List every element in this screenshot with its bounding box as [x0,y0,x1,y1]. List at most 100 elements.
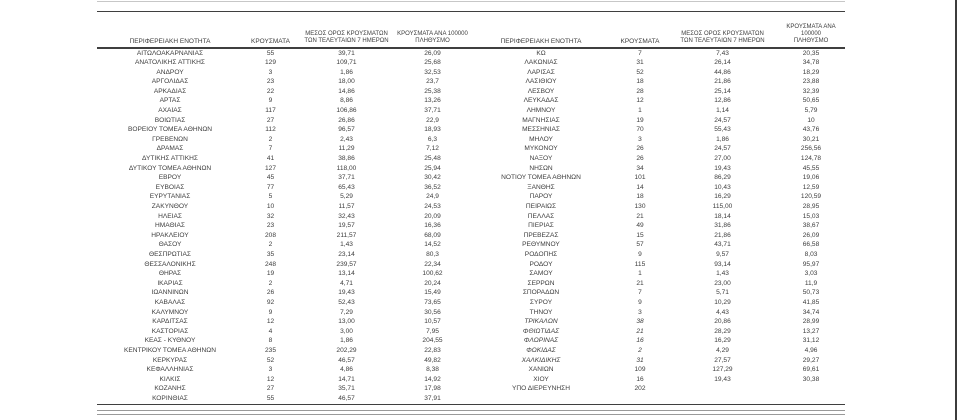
right-cases-cell: 16 [636,337,644,345]
table-row: ΘΗΡΑΣ 19 13,14 100,62 ΣΑΜΟΥ 1 1,43 3,03 [97,270,845,280]
left-avg7-cell: 202,29 [336,346,357,354]
left-cases-cell: 23 [266,78,275,86]
left-region-cell: ΔΡΑΜΑΣ [156,145,184,153]
left-avg7-cell: 46,57 [338,356,355,364]
left-avg7-cell: 11,29 [338,145,355,153]
table-row: ΓΡΕΒΕΝΩΝ 2 2,43 6,3 ΜΗΛΟΥ 3 1,86 30,21 [97,135,845,145]
right-cases-cell: 18 [636,78,644,86]
right-cases-cell: 7 [638,289,642,297]
left-per100k-cell: 16,36 [424,222,441,230]
right-cases-cell: 115 [634,260,646,268]
right-per100k-cell: 11,9 [804,279,818,287]
left-per100k-cell: 49,82 [424,356,441,364]
right-avg7-cell: 4,29 [716,346,729,354]
left-cases-cell: 2 [268,135,273,143]
left-avg7-cell: 52,43 [338,298,355,306]
right-region-cell: ΤΡΙΚΑΛΩΝ [524,318,558,326]
left-per100k-cell: 24,9 [426,193,439,201]
right-cases-cell: 19 [636,116,644,124]
header-avg7-right-line1: ΜΕΣΟΣ ΟΡΟΣ ΚΡΟΥΣΜΑΤΩΝ [681,31,764,38]
right-per100k-cell: 69,61 [802,366,820,374]
right-per100k-cell: 43,76 [802,126,820,134]
table-row: ΕΒΡΟΥ 45 37,71 30,42 ΝΟΤΙΟΥ ΤΟΜΕΑ ΑΘΗΝΩΝ 101 8… [97,174,845,184]
left-avg7-cell: 2,43 [340,135,353,143]
table-row: ΑΙΤΩΛΟΑΚΑΡΝΑΝΙΑΣ 55 39,71 26,09 ΚΩ 7 7,43 20,35 [97,48,845,59]
left-per100k-cell: 6,3 [427,135,438,143]
table-row: ΚΙΛΚΙΣ 12 14,71 14,92 ΧΙΟΥ 16 19,43 30,38 [97,375,845,385]
table-row: ΚΑΒΑΛΑΣ 92 52,43 73,65 ΣΥΡΟΥ 9 10,29 41,85 [97,298,845,308]
left-region-cell: ΘΕΣΣΑΛΟΝΙΚΗΣ [144,260,196,268]
regional-cases-table: ΠΕΡΙΦΕΡΕΙΑΚΗ ΕΝΟΤΗΤΑ ΚΡΟΥΣΜΑΤΑ ΜΕΣΟΣ ΟΡΟ… [97,11,845,405]
left-region-cell: ΙΩΑΝΝΙΝΩΝ [151,289,189,297]
right-per100k-cell: 20,35 [802,49,820,57]
right-per100k-cell: 50,73 [802,289,820,297]
left-cases-cell: 127 [264,164,276,172]
left-avg7-cell: 1,86 [340,337,353,345]
right-region-cell: ΝΟΤΙΟΥ ΤΟΜΕΑ ΑΘΗΝΩΝ [501,174,581,182]
left-region-cell: ΗΡΑΚΛΕΙΟΥ [151,231,189,239]
bottom-rule-1 [97,410,845,411]
left-cases-cell: 112 [265,126,276,134]
right-per100k-cell: 5,79 [804,107,818,115]
left-avg7-cell: 18,00 [338,78,355,86]
table-row: ΚΕΦΑΛΛΗΝΙΑΣ 3 4,86 8,38 ΧΑΝΙΩΝ 109 127,29 69,61 [97,366,845,376]
right-region-cell: ΡΟΔΟΠΗΣ [524,250,558,258]
left-per100k-cell: 20,24 [424,279,441,287]
left-cases-cell: 3 [268,68,273,76]
left-region-cell: ΚΑΡΔΙΤΣΑΣ [152,318,188,326]
left-cases-cell: 52 [266,356,275,364]
left-region-cell: ΗΛΕΙΑΣ [158,212,182,220]
right-avg7-cell: 24,57 [714,116,731,124]
right-per100k-cell: 12,59 [802,183,820,191]
right-cases-cell: 70 [636,126,644,134]
left-region-cell: ΚΟΡΙΝΘΙΑΣ [152,394,188,402]
right-region-cell: ΦΩΚΙΔΑΣ [526,346,556,354]
left-per100k-cell: 18,93 [424,126,441,134]
right-avg7-cell: 86,29 [714,174,731,182]
left-cases-cell: 55 [266,49,275,57]
right-per100k-cell: 124,78 [800,155,822,163]
right-avg7-cell: 115,00 [712,203,733,210]
left-cases-cell: 45 [266,174,275,182]
right-cases-cell: 57 [636,241,644,249]
right-cases-cell: 31 [636,356,644,364]
right-avg7-cell: 55,43 [714,126,731,134]
table-row: ΘΕΣΣΑΛΟΝΙΚΗΣ 248 239,57 22,34 ΡΟΔΟΥ 115 93,14 9… [97,260,845,270]
left-avg7-cell: 14,86 [338,87,355,95]
left-avg7-cell: 19,43 [338,289,355,297]
right-per100k-cell: 120,59 [800,193,822,201]
left-avg7-cell: 8,86 [340,97,353,105]
left-cases-cell: 9 [268,308,273,316]
left-avg7-cell: 11,57 [338,203,355,210]
left-avg7-cell: 239,57 [336,260,357,268]
right-per100k-cell [777,385,845,395]
right-region-cell: ΡΕΘΥΜΝΟΥ [522,241,560,249]
left-cases-cell: 12 [266,318,275,326]
right-avg7-cell: 21,86 [714,231,731,239]
left-region-cell: ΚΑΣΤΟΡΙΑΣ [151,327,189,335]
right-per100k-cell: 23,88 [802,78,820,86]
right-cases-cell: 26 [636,155,644,163]
right-cases-cell: 1 [638,107,642,115]
left-cases-cell: 27 [266,116,275,124]
right-region-cell: ΝΗΣΩΝ [529,164,553,172]
table-header: ΠΕΡΙΦΕΡΕΙΑΚΗ ΕΝΟΤΗΤΑ ΚΡΟΥΣΜΑΤΑ ΜΕΣΟΣ ΟΡΟ… [97,11,845,49]
right-region-cell: ΜΗΛΟΥ [529,135,553,143]
right-region-cell: ΧΑΝΙΩΝ [528,366,554,374]
bottom-rule-2 [97,414,845,415]
right-per100k-cell: 13,27 [802,327,820,335]
left-region-cell: ΑΧΑΪΑΣ [158,107,182,115]
right-cases-cell: 21 [636,327,644,335]
right-region-cell: ΜΑΓΝΗΣΙΑΣ [522,116,560,124]
left-region-cell: ΚΕΝΤΡΙΚΟΥ ΤΟΜΕΑ ΑΘΗΝΩΝ [124,346,216,354]
left-region-cell: ΚΑΛΥΜΝΟΥ [151,308,189,316]
right-avg7-cell: 1,43 [716,270,729,278]
right-cases-cell: 1 [638,270,642,278]
right-avg7-cell: 9,57 [716,250,729,258]
right-avg7-cell: 18,14 [714,212,731,220]
right-cases-cell: 3 [638,308,642,316]
right-avg7-cell: 26,14 [714,59,731,67]
left-region-cell: ΚΑΒΑΛΑΣ [154,298,186,306]
right-region-cell: ΣΥΡΟΥ [529,298,553,306]
left-avg7-cell: 13,00 [338,318,355,326]
